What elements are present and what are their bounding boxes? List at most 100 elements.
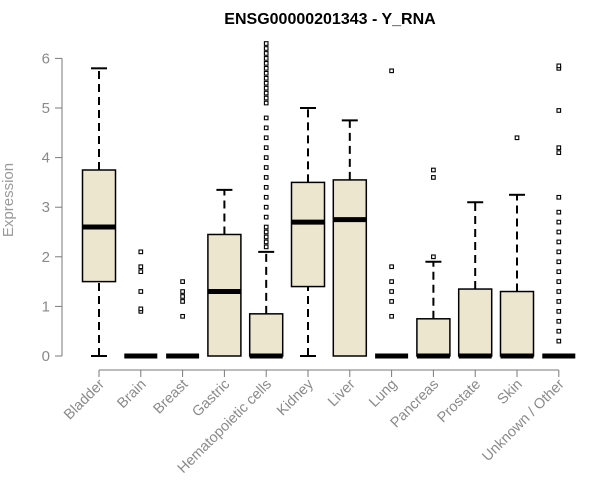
outlier-point xyxy=(180,289,185,294)
outlier-point xyxy=(389,289,394,294)
outlier-point xyxy=(514,135,520,141)
outlier-point xyxy=(556,279,562,284)
x-tick-label: Liver xyxy=(325,376,359,410)
outlier-point xyxy=(263,194,269,200)
box-breast xyxy=(166,279,200,359)
y-tick-label: 5 xyxy=(42,100,50,117)
outlier-point xyxy=(263,185,269,190)
outlier-point xyxy=(263,239,269,245)
outlier-point xyxy=(389,279,394,284)
y-tick-label: 6 xyxy=(42,50,50,67)
outlier-point xyxy=(138,306,144,312)
outlier-point xyxy=(431,167,436,173)
box-body xyxy=(290,181,326,288)
box-skin xyxy=(499,135,535,359)
outlier-point xyxy=(263,155,269,160)
y-tick-label: 2 xyxy=(42,249,50,266)
outlier-point xyxy=(180,294,185,299)
chart-title: ENSG00000201343 - Y_RNA xyxy=(224,11,436,28)
x-tick-label: Brain xyxy=(114,377,149,412)
y-tick-label: 1 xyxy=(42,298,50,315)
outlier-point xyxy=(263,244,269,250)
outlier-point xyxy=(138,264,144,270)
box-body xyxy=(332,179,368,357)
y-tick-label: 3 xyxy=(42,199,50,216)
outlier-point xyxy=(263,234,269,240)
outlier-point xyxy=(556,338,562,344)
outlier-point xyxy=(389,68,394,74)
outlier-point xyxy=(263,75,269,81)
outlier-point xyxy=(556,219,562,225)
x-tick-label: Prostate xyxy=(435,377,484,426)
outlier-point xyxy=(180,279,185,284)
outlier-point xyxy=(263,204,269,210)
y-tick-label: 4 xyxy=(42,150,50,167)
outlier-point xyxy=(138,289,144,294)
outlier-point xyxy=(556,150,562,155)
outlier-point xyxy=(263,224,269,230)
outlier-point xyxy=(389,264,394,270)
outlier-point xyxy=(263,115,269,121)
box-body xyxy=(248,313,284,357)
x-tick-label: Lung xyxy=(366,377,400,411)
outlier-point xyxy=(556,259,562,265)
outlier-point xyxy=(556,249,562,255)
outlier-point xyxy=(263,61,269,66)
outlier-point xyxy=(556,239,562,245)
outlier-point xyxy=(556,318,562,324)
outlier-point xyxy=(556,63,562,69)
y-axis: 0 1 2 3 4 5 6 xyxy=(42,50,63,365)
outlier-point xyxy=(263,80,269,86)
box-hematopoietic-cells xyxy=(248,41,284,359)
outlier-point xyxy=(263,100,269,106)
boxes-layer xyxy=(81,41,576,359)
x-tick-label: Bladder xyxy=(61,376,108,423)
outlier-point xyxy=(138,249,144,255)
outlier-point xyxy=(263,125,269,131)
box-body xyxy=(416,318,451,357)
outlier-point xyxy=(556,229,562,235)
outlier-point xyxy=(180,313,185,319)
y-tick-label: 0 xyxy=(42,348,50,365)
box-brain xyxy=(124,249,158,359)
outlier-point xyxy=(263,56,269,61)
outlier-point xyxy=(263,135,269,141)
outlier-point xyxy=(556,108,562,113)
outlier-point xyxy=(263,41,269,46)
x-tick-label: Breast xyxy=(150,377,191,418)
outlier-point xyxy=(263,95,269,101)
outlier-point xyxy=(556,269,562,275)
outlier-point xyxy=(263,46,269,51)
outlier-point xyxy=(556,289,562,294)
outlier-point xyxy=(556,145,562,151)
outlier-point xyxy=(263,51,269,56)
box-prostate xyxy=(457,201,493,359)
outlier-point xyxy=(556,309,562,314)
outlier-point xyxy=(263,65,269,71)
outlier-point xyxy=(556,209,562,215)
box-body xyxy=(499,290,535,357)
box-unknown-other xyxy=(542,63,576,359)
box-bladder xyxy=(81,67,117,357)
box-body xyxy=(207,233,242,357)
outlier-point xyxy=(389,313,394,319)
outlier-point xyxy=(263,165,269,170)
y-axis-label: Expression xyxy=(0,163,17,237)
outlier-point xyxy=(138,269,144,275)
outlier-point xyxy=(263,145,269,151)
x-tick-label: Kidney xyxy=(274,376,317,419)
x-tick-label: Skin xyxy=(495,377,526,408)
box-lung xyxy=(375,68,409,359)
box-liver xyxy=(332,119,368,357)
outlier-point xyxy=(180,299,185,304)
outlier-point xyxy=(263,85,269,91)
box-body xyxy=(457,288,493,357)
box-kidney xyxy=(290,107,326,357)
box-gastric xyxy=(207,188,242,357)
outlier-point xyxy=(263,70,269,76)
outlier-point xyxy=(263,175,269,180)
outlier-point xyxy=(556,299,562,304)
outlier-point xyxy=(556,194,562,200)
